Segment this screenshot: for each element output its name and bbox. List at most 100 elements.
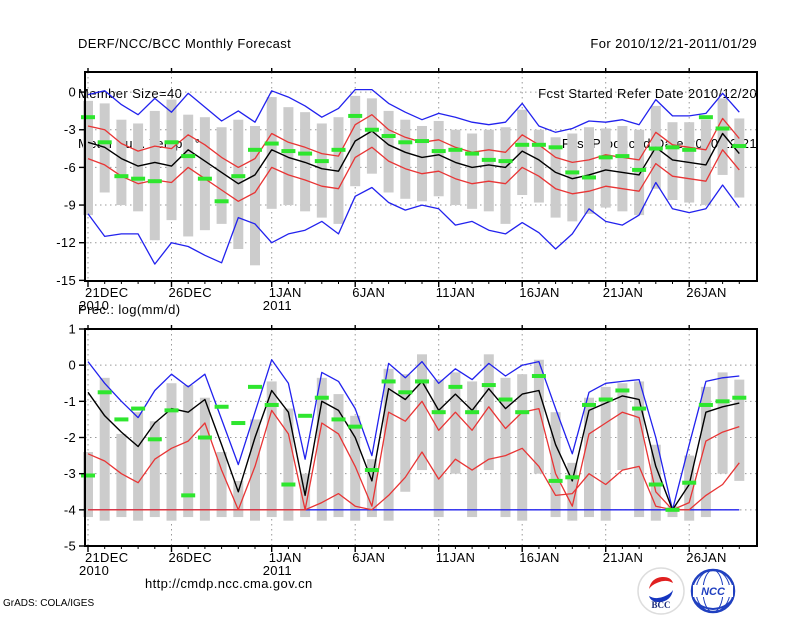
upper-spread-line <box>87 400 740 511</box>
page-title: DERF/NCC/BCC Monthly Forecast <box>78 36 292 51</box>
bcc-logo-red-swirl <box>649 576 673 589</box>
spread-bar <box>216 127 227 224</box>
y-tick-label: 0 <box>68 85 76 100</box>
spread-bar <box>366 459 377 518</box>
spread-bar <box>734 379 745 481</box>
spread-bar <box>600 128 611 208</box>
spread-bar <box>266 97 277 209</box>
spread-bar <box>116 119 127 206</box>
spread-bar <box>684 455 695 521</box>
spread-bar <box>584 127 594 214</box>
x-tick-label: 26DEC <box>169 285 212 300</box>
spread-bar <box>533 359 544 474</box>
precip-chart-title: Prec.: log(mm/d) <box>78 302 181 317</box>
spread-bar <box>233 480 244 518</box>
spread-bar <box>450 372 461 474</box>
member-size-label: Member Size=40 <box>78 86 183 101</box>
spread-bar <box>500 127 511 224</box>
spread-bar <box>316 377 327 521</box>
spread-bar <box>316 123 327 218</box>
y-tick-label: -3 <box>64 122 76 137</box>
spread-bar <box>717 98 728 175</box>
y-tick-label: 1 <box>68 322 76 337</box>
spread-bar <box>517 374 528 521</box>
spread-bar <box>183 114 194 237</box>
spread-bar <box>133 412 144 521</box>
spread-bar <box>366 98 377 174</box>
ensemble-mean-line <box>87 130 740 185</box>
spread-bar <box>467 381 478 518</box>
ncc-logo-text: NCC <box>701 586 726 598</box>
x-tick-year-label: 2011 <box>263 298 292 313</box>
spread-bar <box>166 99 177 221</box>
ensemble-mean-line <box>87 380 740 511</box>
x-tick-label: 21DEC <box>85 550 128 565</box>
y-tick-label: 0 <box>68 358 76 373</box>
x-tick-label: 16JAN <box>519 550 560 565</box>
spread-bar <box>266 381 277 518</box>
lower-spread-line <box>87 146 740 202</box>
spread-bar <box>166 383 177 521</box>
y-tick-label: -6 <box>64 160 76 175</box>
spread-bar <box>350 415 361 521</box>
spread-bar <box>500 377 511 518</box>
spread-bar <box>216 451 227 518</box>
plot-border <box>84 71 758 282</box>
spread-bar <box>133 123 144 212</box>
spread-bar <box>149 110 160 241</box>
spread-bar <box>383 368 394 521</box>
spread-bar <box>417 125 427 202</box>
y-tick-label: -12 <box>56 235 76 250</box>
y-tick-label: -5 <box>64 539 76 554</box>
x-tick-label: 6JAN <box>352 550 385 565</box>
spread-bar <box>517 109 528 196</box>
spread-bar <box>199 397 210 521</box>
bcc-logo-ring <box>637 567 685 615</box>
spread-bar <box>584 397 594 518</box>
y-tick-label: -9 <box>64 198 76 213</box>
spread-bar <box>250 125 260 266</box>
observation-dashes <box>81 374 747 512</box>
grads-credit: GrADS: COLA/IGES <box>3 598 95 609</box>
y-tick-label: -3 <box>64 466 76 481</box>
spread-bar <box>250 419 260 521</box>
spread-bar <box>667 122 678 201</box>
ncc-logo-banner <box>693 585 733 597</box>
x-tick-label: 21DEC <box>85 285 128 300</box>
x-tick-label: 11JAN <box>436 285 476 300</box>
spread-bar <box>116 433 127 518</box>
x-tick-label: 6JAN <box>352 285 385 300</box>
spread-bar <box>617 383 628 471</box>
spread-bar <box>617 125 628 212</box>
spread-bar <box>717 372 728 474</box>
spread-bar <box>400 119 411 199</box>
spread-bar <box>483 129 494 212</box>
x-tick-label: 26JAN <box>686 285 727 300</box>
spread-bar <box>99 377 110 521</box>
observation-dashes <box>81 113 747 204</box>
ensemble-max-line <box>87 88 740 133</box>
spread-bar <box>83 451 93 518</box>
bcc-logo-text: BCC <box>651 600 670 610</box>
y-tick-label: -15 <box>56 273 76 288</box>
spread-bar <box>450 129 461 206</box>
x-tick-label: 26DEC <box>169 550 212 565</box>
ensemble-max-line <box>87 359 740 511</box>
spread-bar <box>634 381 645 518</box>
x-tick-label: 11JAN <box>436 550 476 565</box>
member-spread-bars <box>83 354 745 521</box>
ncc-logo-laurel <box>693 599 733 611</box>
x-tick-label: 1JAN <box>269 550 302 565</box>
ncc-logo: NCC <box>690 568 736 614</box>
spread-bar <box>199 117 210 231</box>
bcc-logo: BCC <box>637 567 685 615</box>
spread-bar <box>283 107 294 206</box>
spread-bar <box>700 119 711 206</box>
spread-bar <box>149 421 160 518</box>
x-tick-year-label: 2010 <box>79 298 109 313</box>
x-tick-year-label: 2010 <box>79 563 109 578</box>
